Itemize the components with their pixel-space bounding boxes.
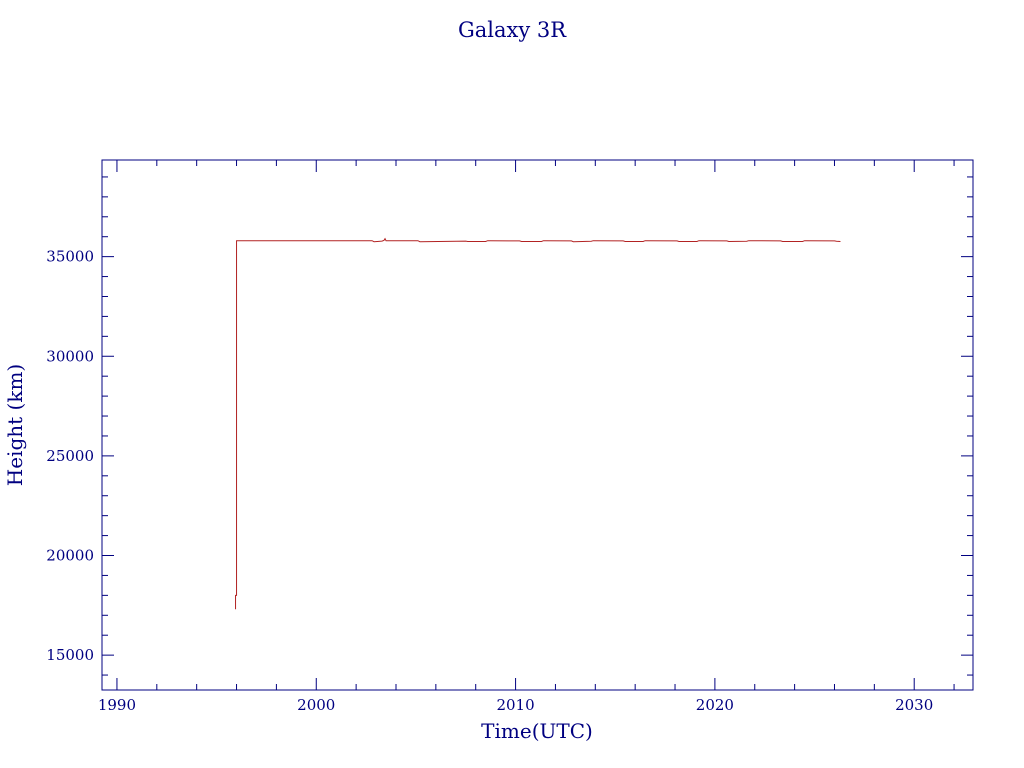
- y-tick-labels: 15000 20000 25000 30000 35000: [46, 248, 94, 664]
- x-tick-label: 2030: [895, 696, 933, 714]
- minor-ticks: [102, 160, 973, 690]
- chart-title: Galaxy 3R: [458, 18, 567, 42]
- x-tick-label: 2010: [496, 696, 534, 714]
- x-tick-labels: 1990 2000 2010 2020 2030: [98, 696, 933, 714]
- plot-frame: [101, 159, 974, 691]
- series-line: [235, 237, 841, 610]
- x-tick-label: 2000: [297, 696, 335, 714]
- y-tick-label: 15000: [46, 646, 94, 664]
- y-axis-label: Height (km): [3, 364, 27, 486]
- y-tick-label: 30000: [46, 347, 94, 365]
- x-axis-label: Time(UTC): [481, 719, 593, 743]
- x-tick-label: 1990: [98, 696, 136, 714]
- y-tick-label: 20000: [46, 547, 94, 565]
- major-ticks: [102, 160, 973, 690]
- y-tick-label: 25000: [46, 447, 94, 465]
- y-tick-label: 35000: [46, 248, 94, 266]
- x-tick-label: 2020: [696, 696, 734, 714]
